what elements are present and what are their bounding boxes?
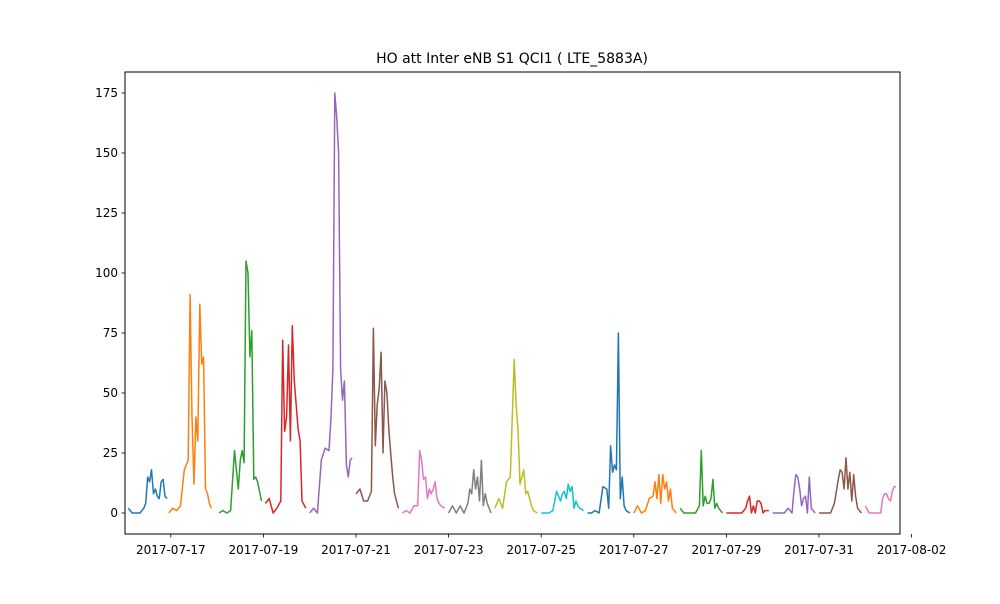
series-layer <box>127 92 897 514</box>
chart-title: HO att Inter eNB S1 QCI1 ( LTE_5883A) <box>376 51 648 67</box>
y-tick-label: 150 <box>95 146 118 160</box>
series-line-16 <box>819 457 862 514</box>
x-tick-label: 2017-07-31 <box>784 543 854 557</box>
series-line-4 <box>264 325 307 514</box>
y-tick-label: 25 <box>103 446 118 460</box>
series-line-1 <box>127 469 168 514</box>
series-line-9 <box>494 358 538 514</box>
y-tick-label: 125 <box>95 206 118 220</box>
series-line-14 <box>726 495 769 514</box>
x-tick-label: 2017-07-25 <box>506 543 576 557</box>
y-axis: 0 25 50 75 100 125 150 175 <box>95 86 125 520</box>
x-tick-label: 2017-07-27 <box>599 543 669 557</box>
series-line-13 <box>679 449 724 514</box>
x-tick-label: 2017-07-19 <box>229 543 299 557</box>
x-tick-label: 2017-07-23 <box>414 543 484 557</box>
x-tick-label: 2017-07-29 <box>692 543 762 557</box>
x-axis: 2017-07-17 2017-07-19 2017-07-21 2017-07-23… <box>136 534 947 557</box>
x-tick-label: 2017-08-02 <box>877 543 947 557</box>
plot-frame <box>124 71 901 535</box>
series-line-3 <box>218 260 263 514</box>
series-line-17 <box>864 485 897 514</box>
series-line-15 <box>772 473 816 514</box>
series-line-6 <box>355 327 400 509</box>
series-line-7 <box>401 449 446 514</box>
y-tick-label: 0 <box>110 506 118 520</box>
y-tick-label: 75 <box>103 326 118 340</box>
series-line-2 <box>168 293 212 514</box>
x-tick-label: 2017-07-21 <box>321 543 391 557</box>
series-line-11 <box>587 332 631 514</box>
y-tick-label: 175 <box>95 86 118 100</box>
series-line-8 <box>447 459 492 514</box>
y-tick-label: 50 <box>103 386 118 400</box>
series-line-5 <box>309 92 353 514</box>
x-tick-label: 2017-07-17 <box>136 543 206 557</box>
y-tick-label: 100 <box>95 266 118 280</box>
series-line-10 <box>541 483 585 514</box>
series-line-12 <box>633 473 677 514</box>
